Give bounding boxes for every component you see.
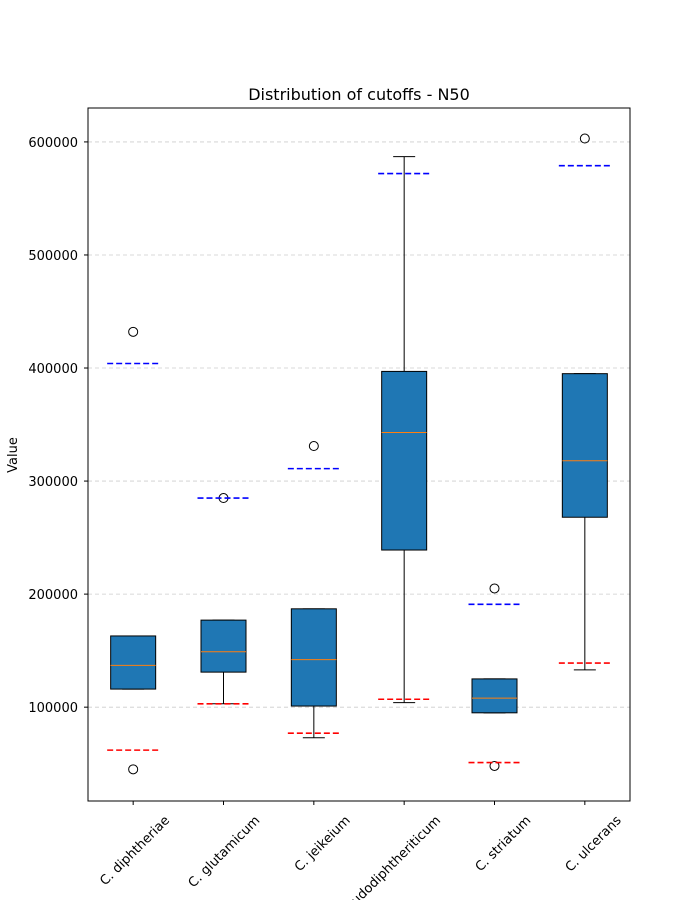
box-group <box>287 441 340 739</box>
outlier-point <box>579 133 590 144</box>
box-group <box>107 326 160 775</box>
y-axis-label: Value <box>6 437 21 473</box>
box <box>381 370 428 551</box>
box-group <box>468 583 521 771</box>
y-tick-label: 300000 <box>28 475 78 490</box>
y-tick-label: 400000 <box>28 362 78 377</box>
box <box>200 619 247 673</box>
plot-marks <box>107 133 611 775</box>
box-group <box>378 156 431 704</box>
outlier-point <box>308 441 319 452</box>
axis-ticks: 100000 200000 300000 400000 500000 600000 C. d… <box>28 136 624 900</box>
x-tick-label: C. striatum <box>473 813 535 875</box>
outlier-point <box>128 326 139 337</box>
x-tick-label: C. glutamicum <box>186 813 264 891</box>
x-tick-label: C. ulcerans <box>563 813 625 875</box>
box-group <box>197 493 250 705</box>
outlier-point <box>489 583 500 594</box>
x-tick-label: C. jeikeium <box>292 813 354 875</box>
plot-frame <box>87 107 631 802</box>
box <box>561 373 608 518</box>
y-tick-label: 100000 <box>28 701 78 716</box>
box <box>290 608 337 707</box>
box <box>471 678 518 714</box>
box-group <box>558 133 611 671</box>
y-tick-label: 200000 <box>28 588 78 603</box>
box <box>110 635 157 690</box>
y-tick-label: 500000 <box>28 249 78 264</box>
outlier-point <box>128 764 139 775</box>
outlier-point <box>489 760 500 771</box>
y-tick-label: 600000 <box>28 136 78 151</box>
chart-title: Distribution of cutoffs - N50 <box>248 85 470 104</box>
y-grid <box>88 141 630 708</box>
x-tick-label: C. diphtheriae <box>97 813 173 889</box>
